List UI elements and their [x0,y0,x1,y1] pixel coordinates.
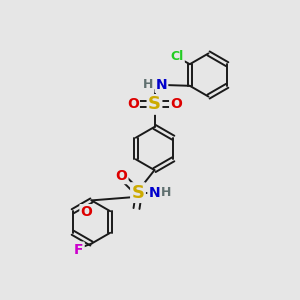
Text: O: O [80,205,92,219]
Text: Cl: Cl [171,50,184,63]
Text: F: F [74,243,84,256]
Text: O: O [127,98,139,111]
Text: N: N [148,186,160,200]
Text: H: H [161,186,171,199]
Text: N: N [156,78,167,92]
Text: O: O [116,169,128,183]
Text: H: H [142,78,153,92]
Text: S: S [148,95,161,113]
Text: O: O [170,98,182,111]
Text: S: S [131,184,145,202]
